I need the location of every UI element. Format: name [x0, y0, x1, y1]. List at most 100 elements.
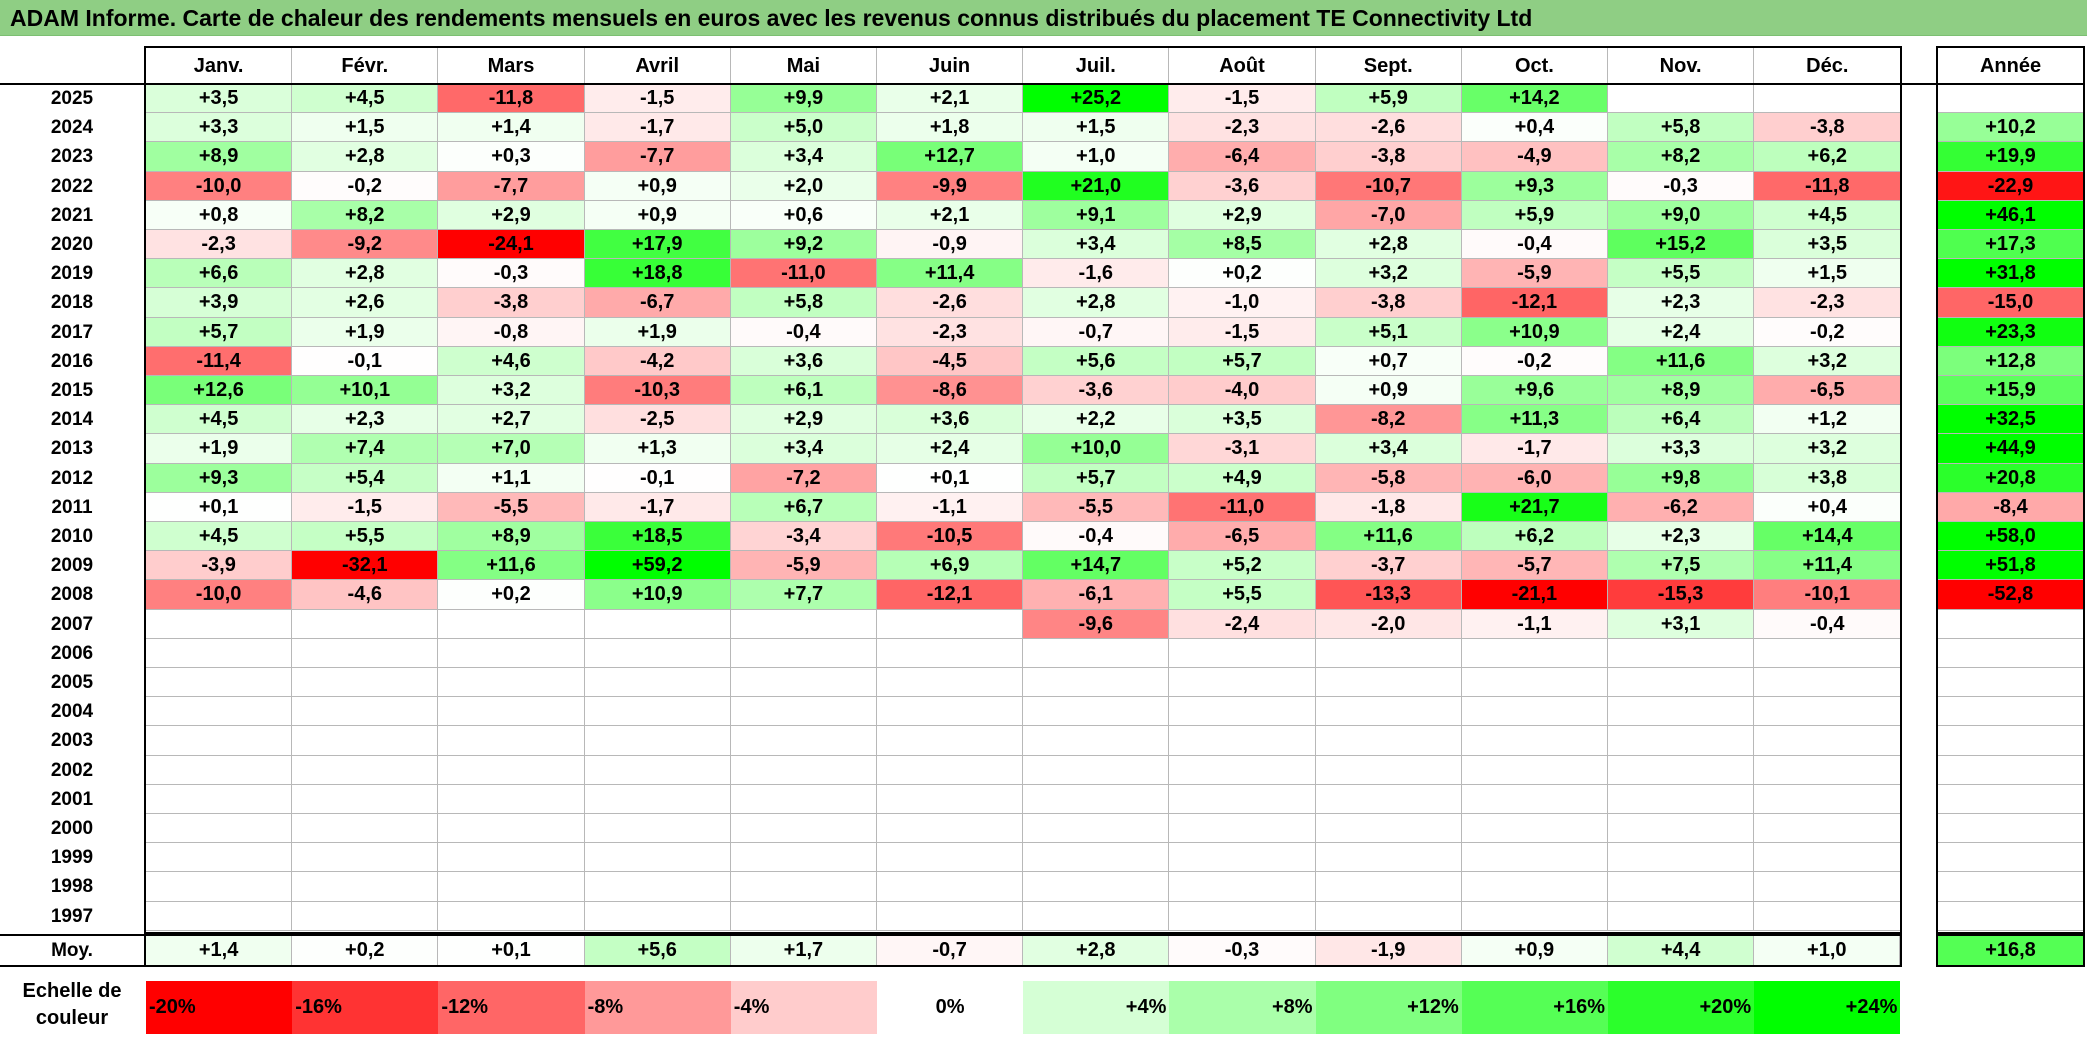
heatmap-cell: +0,9: [584, 200, 731, 230]
heatmap-cell: +0,6: [730, 200, 877, 230]
heatmap-cell: +2,3: [292, 405, 439, 435]
heatmap-cell: -6,4: [1169, 142, 1316, 172]
year-label: 2015: [50, 380, 94, 401]
heatmap-cell: +1,3: [584, 434, 731, 464]
month-header: Févr.: [292, 48, 439, 84]
heatmap-cell: +11,4: [1754, 551, 1901, 581]
heatmap-cell: +0,4: [1461, 113, 1608, 143]
year-label: 2019: [50, 263, 94, 285]
heatmap-cell: +3,1: [1608, 609, 1755, 639]
heatmap-cell: +14,2: [1461, 84, 1608, 114]
heatmap-cell: +5,0: [730, 113, 877, 143]
year-label: 1997: [50, 905, 94, 927]
heatmap-cell: [1754, 668, 1901, 698]
heatmap-cell: [438, 872, 585, 902]
heatmap-cell: +2,1: [877, 84, 1024, 114]
annual-cell: +23,3: [1938, 317, 2083, 347]
heatmap-cell: +18,8: [584, 259, 731, 289]
year-label: 2010: [50, 526, 94, 547]
heatmap-cell: [1754, 726, 1901, 756]
heatmap-cell: -3,6: [1023, 376, 1170, 406]
month-header: Août: [1169, 48, 1316, 84]
heatmap-cell: -24,1: [438, 230, 585, 260]
year-label: 2022: [50, 175, 94, 197]
heatmap-cell: [1169, 638, 1316, 668]
heatmap-cell: [584, 668, 731, 698]
annual-cell: -8,4: [1938, 492, 2083, 522]
heatmap-cell: +7,4: [292, 434, 439, 464]
heatmap-cell: -13,3: [1315, 580, 1462, 610]
heatmap-cell: [584, 638, 731, 668]
heatmap-cell: [1461, 872, 1608, 902]
heatmap-cell: -9,6: [1023, 609, 1170, 639]
heatmap-cell: +10,9: [584, 580, 731, 610]
heatmap-cell: [1023, 814, 1170, 844]
heatmap-cell: [584, 726, 731, 756]
heatmap-cell: +12,7: [877, 142, 1024, 172]
annual-cell: +20,8: [1938, 463, 2083, 493]
year-label: 2013: [50, 438, 94, 460]
heatmap-cell: -9,2: [292, 230, 439, 260]
heatmap-cell: -15,3: [1608, 580, 1755, 610]
color-scale-stop: -16%: [292, 981, 439, 1034]
color-scale-stop: +4%: [1023, 981, 1170, 1034]
year-total-header: Année: [1979, 55, 2042, 77]
heatmap-cell: -11,0: [1169, 492, 1316, 522]
heatmap-cell: -10,0: [146, 580, 293, 610]
heatmap-cell: -1,1: [1461, 609, 1608, 639]
year-label: 1998: [50, 876, 94, 898]
heatmap-cell: -4,9: [1461, 142, 1608, 172]
heatmap-cell: +9,0: [1608, 200, 1755, 230]
heatmap-cell: +5,5: [1169, 580, 1316, 610]
heatmap-cell: [438, 609, 585, 639]
heatmap-cell: [146, 668, 293, 698]
heatmap-cell: [438, 901, 585, 931]
heatmap-cell: [1023, 726, 1170, 756]
heatmap-cell: [146, 872, 293, 902]
heatmap-cell: -7,2: [730, 463, 877, 493]
heatmap-cell: [1754, 814, 1901, 844]
annual-cell: +31,8: [1938, 259, 2083, 289]
heatmap-cell: -11,4: [146, 346, 293, 376]
average-bottom: [0, 965, 146, 967]
heatmap-cell: +5,7: [1023, 463, 1170, 493]
heatmap-cell: [1023, 638, 1170, 668]
heatmap-cell: +6,4: [1608, 405, 1755, 435]
heatmap-cell: [1461, 668, 1608, 698]
heatmap-cell: +10,1: [292, 376, 439, 406]
month-header: Juil.: [1023, 48, 1170, 84]
heatmap-cell: [292, 668, 439, 698]
heatmap-cell: +0,1: [877, 463, 1024, 493]
average-cell: +1,7: [730, 936, 877, 965]
heatmap-cell: [146, 697, 293, 727]
heatmap-cell: [730, 726, 877, 756]
heatmap-cell: +12,6: [146, 376, 293, 406]
heatmap-cell: [438, 755, 585, 785]
year-label: 2014: [50, 409, 94, 431]
heatmap-cell: [730, 814, 877, 844]
heatmap-cell: +6,6: [146, 259, 293, 289]
heatmap-cell: [584, 609, 731, 639]
heatmap-cell: [877, 609, 1024, 639]
heatmap-cell: [584, 872, 731, 902]
heatmap-cell: +5,5: [292, 522, 439, 552]
heatmap-cell: -2,3: [877, 317, 1024, 347]
heatmap-cell: +7,0: [438, 434, 585, 464]
year-label: 2025: [50, 88, 94, 109]
heatmap-cell: +8,9: [1608, 376, 1755, 406]
heatmap-cell: [1315, 755, 1462, 785]
heatmap-cell: [1608, 755, 1755, 785]
heatmap-cell: +3,2: [1754, 346, 1901, 376]
annual-cell: +17,3: [1938, 230, 2083, 260]
annual-cell: +32,5: [1938, 405, 2083, 435]
heatmap-cell: +7,7: [730, 580, 877, 610]
heatmap-cell: -21,1: [1461, 580, 1608, 610]
heatmap-cell: +0,9: [1315, 376, 1462, 406]
heatmap-cell: +2,0: [730, 171, 877, 201]
annual-cell: [1938, 609, 2083, 639]
average-cell: +0,1: [438, 936, 585, 965]
heatmap-cell: +6,1: [730, 376, 877, 406]
year-label: 2020: [50, 234, 94, 255]
heatmap-cell: -3,8: [1315, 142, 1462, 172]
year-label: 2017: [50, 321, 94, 343]
